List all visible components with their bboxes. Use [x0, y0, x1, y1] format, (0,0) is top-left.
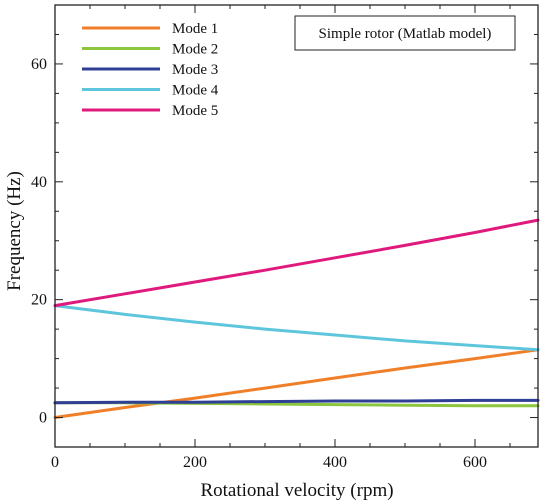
x-axis-title: Rotational velocity (rpm) [200, 480, 393, 501]
legend: Mode 1 Mode 2 Mode 3 Mode 4 Mode 5 [82, 21, 219, 119]
y-axis-title: Frequency (Hz) [4, 171, 25, 291]
legend-label-mode-3: Mode 3 [172, 62, 218, 78]
plot-frame [54, 4, 539, 448]
legend-label-mode-1: Mode 1 [172, 21, 218, 37]
x-tick-label: 200 [183, 454, 207, 471]
legend-label-mode-4: Mode 4 [172, 83, 219, 99]
series-line-mode-1 [53, 348, 540, 419]
series-layer [53, 218, 540, 419]
x-tick-label: 0 [51, 454, 59, 471]
x-tick-label: 600 [463, 454, 487, 471]
legend-label-mode-5: Mode 5 [172, 103, 218, 119]
y-tick-label: 0 [39, 410, 47, 427]
x-tick-label: 400 [323, 454, 347, 471]
series-line-mode-3 [53, 398, 540, 405]
axes: 0 200 400 600 0 20 40 60 [31, 4, 539, 471]
legend-label-mode-2: Mode 2 [172, 42, 218, 58]
y-tick-label: 20 [31, 292, 47, 309]
y-tick-label: 40 [31, 174, 47, 191]
series-line-mode-5 [53, 218, 540, 308]
annotation-text: Simple rotor (Matlab model) [319, 26, 492, 42]
annotation-box: Simple rotor (Matlab model) [294, 15, 516, 51]
series-line-mode-4 [53, 304, 540, 352]
y-tick-label: 60 [31, 56, 47, 73]
